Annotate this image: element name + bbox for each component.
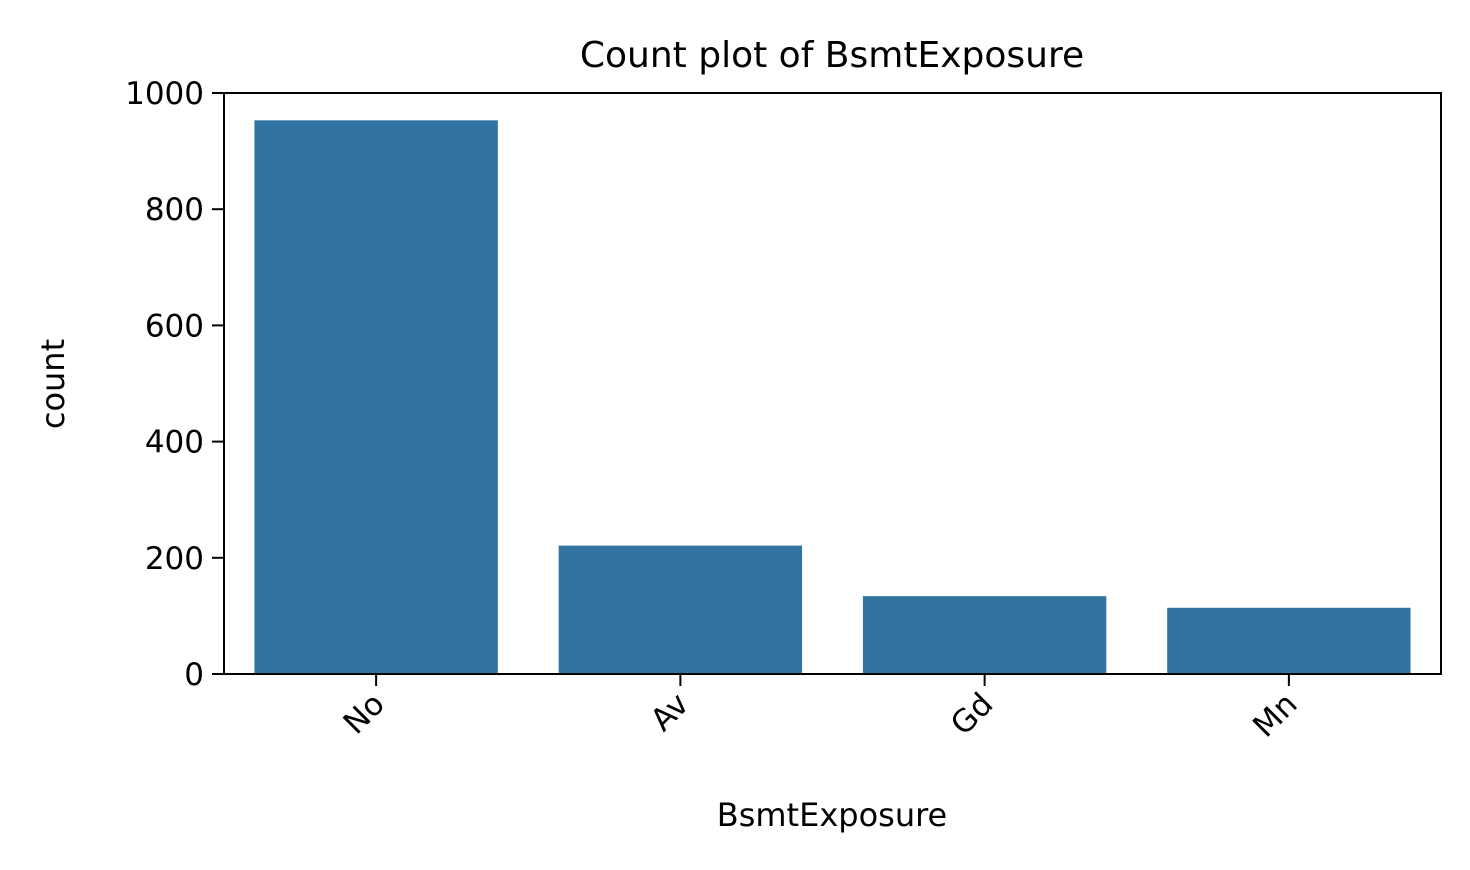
y-tick-label: 800 — [145, 192, 204, 228]
y-tick-label: 0 — [184, 657, 204, 693]
plot-frame — [223, 92, 1442, 675]
y-tick-label: 600 — [145, 308, 204, 344]
bar-mn — [1167, 607, 1411, 674]
y-tick-label: 200 — [145, 541, 204, 577]
bar-av — [558, 545, 803, 674]
x-tick-label-no: No — [337, 686, 392, 741]
bar-no — [254, 120, 498, 674]
x-axis-title: BsmtExposure — [717, 796, 947, 834]
chart-title: Count plot of BsmtExposure — [580, 35, 1084, 76]
x-tick-label-gd: Gd — [944, 686, 1000, 742]
y-tick-label: 400 — [145, 425, 204, 461]
plot-area: 0 200 400 600 800 1000 No Av Gd Mn — [125, 76, 1442, 744]
bar-gd — [862, 596, 1107, 674]
x-tick-label-mn: Mn — [1246, 686, 1304, 744]
y-axis-title: count — [34, 339, 72, 429]
y-tick-label: 1000 — [125, 76, 204, 112]
x-tick-label-av: Av — [644, 686, 696, 738]
